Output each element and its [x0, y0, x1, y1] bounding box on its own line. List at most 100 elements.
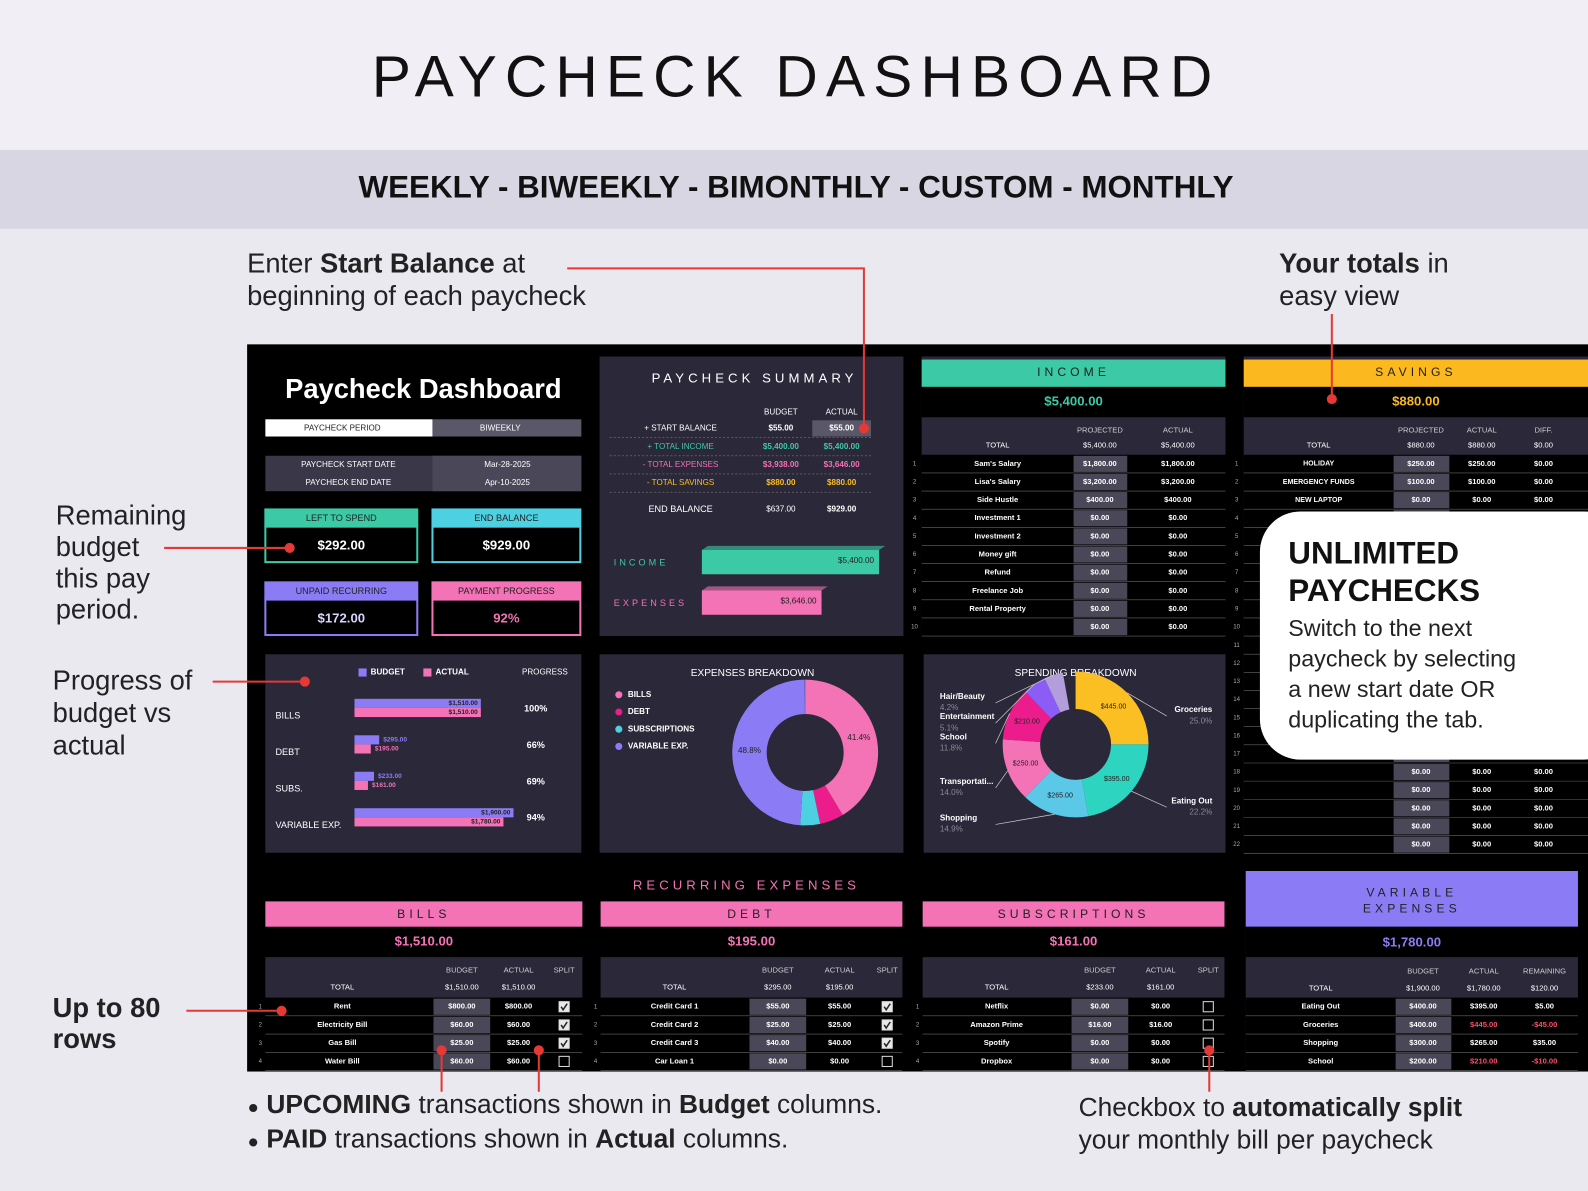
label: 2	[913, 480, 917, 486]
cell-bg	[1393, 782, 1450, 799]
checkmark	[560, 1021, 568, 1030]
dashboard-title: Paycheck Dashboard	[285, 373, 561, 404]
label: 3	[1235, 498, 1239, 504]
label: $55.00	[829, 424, 854, 433]
cell-bg	[1393, 764, 1450, 781]
label: TOTAL	[330, 982, 354, 991]
label: $0.00	[1090, 513, 1109, 522]
checkbox[interactable]	[558, 1037, 570, 1049]
checkbox[interactable]	[881, 1037, 893, 1049]
checkbox[interactable]	[881, 1001, 893, 1013]
callout-segment: Actual	[595, 1123, 675, 1153]
label: DEBT	[727, 907, 776, 921]
label: $3,200.00	[1161, 477, 1195, 486]
label: $161.00	[372, 782, 396, 789]
label: 8	[1235, 588, 1239, 594]
label: 13	[1233, 679, 1240, 685]
label: BUDGET	[1084, 965, 1116, 974]
label: $0.00	[1472, 840, 1491, 849]
callout-segment: columns.	[676, 1123, 789, 1153]
pointer-dot	[284, 542, 295, 553]
label: SUBS.	[275, 783, 302, 793]
label: $0.00	[1168, 531, 1187, 540]
label: $0.00	[1090, 1002, 1109, 1011]
leader-line	[995, 674, 1054, 704]
checkbox[interactable]	[558, 1001, 570, 1013]
callout-text: budget	[56, 531, 140, 562]
label: DEBT	[275, 747, 300, 757]
cell-bg	[1393, 492, 1450, 509]
label: $1,510.00	[445, 982, 479, 991]
card-body	[431, 525, 582, 564]
label: ACTUAL	[1146, 965, 1176, 974]
label: 20	[1233, 806, 1240, 812]
label: INCOME	[614, 558, 669, 568]
callout-segment: automatically split	[1232, 1092, 1462, 1122]
checkbox[interactable]	[558, 1019, 570, 1031]
leader-line	[995, 713, 1010, 744]
callout-text: your monthly bill per paycheck	[1079, 1124, 1434, 1154]
cell-bg	[1395, 1016, 1452, 1034]
label: School	[1308, 1056, 1333, 1065]
label: DIFF.	[1534, 425, 1552, 434]
label: NEW LAPTOP	[1295, 496, 1342, 504]
bar	[354, 707, 481, 718]
bar-top	[701, 586, 828, 591]
label: TOTAL	[1309, 983, 1333, 992]
label: $5,400.00	[1083, 441, 1117, 450]
label: $195.00	[375, 746, 399, 753]
label: $0.00	[1472, 767, 1491, 776]
donut-segment	[732, 679, 805, 826]
label: HOLIDAY	[1303, 460, 1334, 468]
label: Eating Out	[1302, 1002, 1341, 1011]
callout-segment: UPCOMING	[266, 1089, 411, 1119]
callout-text: Enter Start Balance at	[247, 248, 525, 279]
label: $161.00	[1147, 982, 1174, 991]
label: Credit Card 1	[651, 1002, 699, 1011]
bar	[701, 549, 880, 575]
label: $0.00	[1534, 441, 1553, 450]
donut-segment	[813, 785, 843, 824]
bullets	[249, 1103, 258, 1147]
label: RECURRING EXPENSES	[633, 878, 860, 893]
label: Credit Card 2	[651, 1020, 699, 1029]
label: $55.00	[828, 1002, 851, 1011]
checkbox[interactable]	[558, 1055, 570, 1067]
callout-segment: transactions shown in	[327, 1123, 595, 1153]
label: 1	[913, 461, 917, 467]
label: 2	[259, 1023, 263, 1029]
legend-label: BUDGET	[371, 668, 405, 677]
total-bar	[1243, 386, 1588, 418]
checkbox[interactable]	[1202, 1001, 1214, 1013]
label: $400.00	[1409, 1002, 1436, 1011]
label: $637.00	[766, 505, 796, 514]
label: Credit Card 3	[651, 1038, 699, 1047]
checkmark	[560, 1039, 568, 1048]
pointer-dots	[276, 393, 1337, 1056]
note-heading: UNLIMITED	[1288, 535, 1459, 570]
label: $55.00	[766, 1002, 789, 1011]
label: Electricity Bill	[317, 1020, 367, 1029]
label: $1,780.00	[1467, 983, 1501, 992]
label: TOTAL	[986, 441, 1010, 450]
label: 4	[913, 516, 917, 522]
checkbox[interactable]	[881, 1055, 893, 1067]
label: $233.00	[1086, 982, 1113, 991]
callout-segment: your monthly bill per paycheck	[1079, 1124, 1434, 1154]
label: $0.00	[1411, 495, 1430, 504]
checkmark	[560, 1003, 568, 1012]
label: VARIABLE EXP.	[275, 820, 341, 830]
label: $5.00	[1535, 1002, 1554, 1011]
label: $295.00	[764, 982, 791, 991]
label: BUDGET	[762, 965, 794, 974]
pointer-dot	[436, 1045, 447, 1056]
checkbox[interactable]	[881, 1019, 893, 1031]
cell-bg	[1073, 600, 1128, 617]
cell-bg	[1073, 546, 1128, 563]
period-select[interactable]	[432, 419, 582, 437]
input-cell[interactable]	[812, 420, 872, 437]
label: $100.00	[1468, 477, 1495, 486]
checkbox[interactable]	[1202, 1019, 1214, 1031]
card-value: $172.00	[318, 610, 366, 625]
label: $0.00	[1534, 495, 1553, 504]
